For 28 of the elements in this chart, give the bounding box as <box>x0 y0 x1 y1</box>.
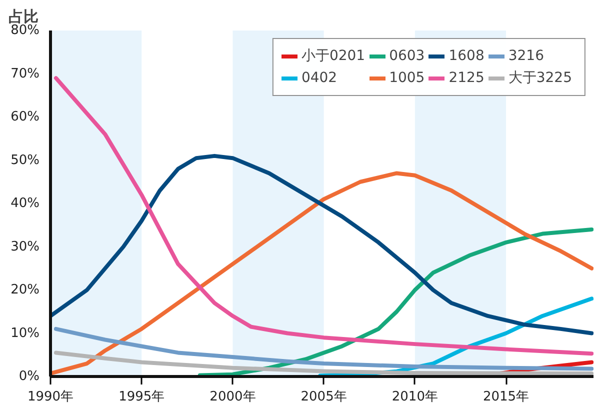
line-series <box>50 171 594 376</box>
x-tick-label: 1995年 <box>118 390 165 404</box>
y-tick-label: 70% <box>10 66 40 82</box>
legend-label: 1005 <box>389 70 425 86</box>
line-series <box>54 326 594 371</box>
legend-label: 小于0201 <box>301 47 366 65</box>
y-tick-label: 20% <box>10 282 40 298</box>
x-tick-label: 2005年 <box>300 390 347 404</box>
x-tick-label: 2000年 <box>210 390 256 404</box>
line-series <box>54 350 594 376</box>
legend-label: 3216 <box>508 48 544 64</box>
y-tick-label: 50% <box>10 152 40 168</box>
x-tick-label: 1990年 <box>27 390 74 404</box>
y-tick-label: 10% <box>10 326 40 341</box>
x-tick-label: 2015年 <box>482 390 530 404</box>
y-tick-label: 80% <box>10 23 40 38</box>
y-axis-title: 占比 <box>8 8 38 26</box>
y-tick-label: 0% <box>18 369 40 384</box>
line-series <box>50 154 594 336</box>
legend-label: 1608 <box>448 48 484 64</box>
legend-label: 0402 <box>301 70 338 86</box>
y-tick-label: 60% <box>10 110 40 124</box>
legend-label: 0603 <box>389 48 425 64</box>
x-tick-label: 2010年 <box>392 390 438 404</box>
legend-label: 2125 <box>448 70 484 86</box>
legend-label: 大于3225 <box>508 69 572 87</box>
y-tick-label: 40% <box>10 196 40 211</box>
y-tick-label: 30% <box>10 239 40 254</box>
